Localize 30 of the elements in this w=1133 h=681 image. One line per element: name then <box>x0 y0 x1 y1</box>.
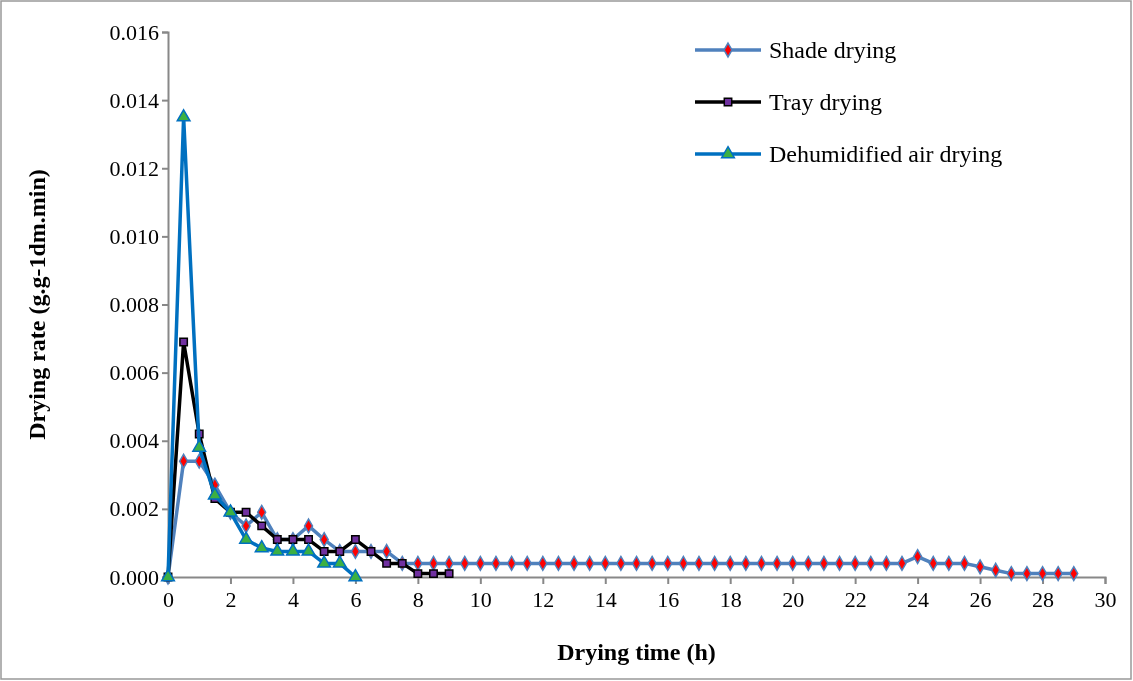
x-tick-label: 2 <box>225 586 237 612</box>
x-tick-label: 6 <box>350 586 362 612</box>
y-tick-label: 0.014 <box>109 87 159 113</box>
x-tick-label: 4 <box>287 586 299 612</box>
x-tick-label: 22 <box>844 586 867 612</box>
x-tick-label: 10 <box>469 586 492 612</box>
x-tick-label: 20 <box>782 586 805 612</box>
legend-label: Dehumidified air drying <box>769 141 1003 167</box>
legend-label: Shade drying <box>769 37 897 63</box>
y-tick-label: 0.004 <box>109 428 159 454</box>
x-tick-label: 16 <box>657 586 680 612</box>
x-tick-label: 24 <box>907 586 930 612</box>
x-tick-label: 30 <box>1094 586 1117 612</box>
y-tick-label: 0.012 <box>109 155 159 181</box>
y-tick-label: 0.002 <box>109 496 159 522</box>
y-tick-label: 0.010 <box>109 223 159 249</box>
x-tick-label: 18 <box>719 586 742 612</box>
y-axis-title: Drying rate (g.g-1dm.min) <box>24 169 50 440</box>
y-tick-label: 0.006 <box>109 360 159 386</box>
x-tick-label: 26 <box>969 586 992 612</box>
y-tick-label: 0.016 <box>109 19 159 45</box>
y-tick-label: 0.008 <box>109 292 159 318</box>
x-axis-title: Drying time (h) <box>557 639 716 665</box>
y-tick-label: 0.000 <box>109 564 159 590</box>
x-tick-label: 0 <box>163 586 174 612</box>
x-tick-label: 28 <box>1032 586 1055 612</box>
x-tick-label: 12 <box>532 586 555 612</box>
legend-label: Tray drying <box>769 89 883 115</box>
x-tick-label: 14 <box>594 586 617 612</box>
x-tick-label: 8 <box>412 586 424 612</box>
